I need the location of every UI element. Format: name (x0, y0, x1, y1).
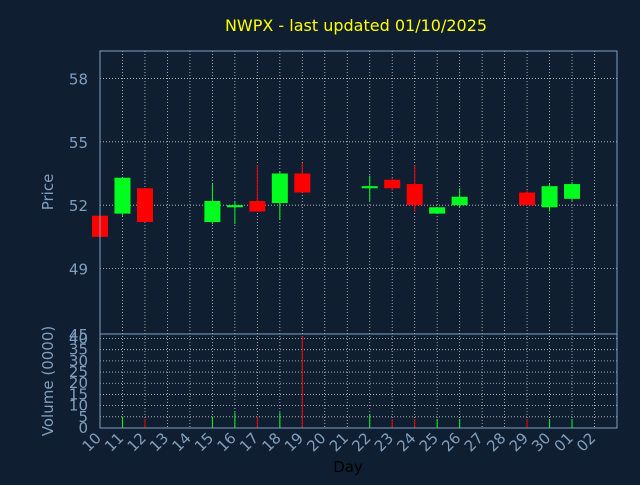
candle-body (384, 179, 401, 189)
candle-body (451, 196, 468, 206)
volume-axis-label: Volume (0000) (39, 326, 57, 436)
price-tick-label: 52 (69, 197, 88, 215)
candle-body (226, 205, 243, 208)
candle-body (271, 173, 288, 204)
volume-tick-label: 35 (69, 341, 88, 359)
candle-body (136, 188, 153, 223)
price-axis-label: Price (39, 174, 57, 211)
volume-tick-label: 40 (69, 329, 88, 347)
price-tick-label: 58 (69, 70, 88, 88)
volume-tick-label: 15 (69, 385, 88, 403)
volume-tick-label: 10 (69, 397, 88, 415)
price-tick-label: 45 (69, 326, 88, 344)
volume-panel-frame (99, 333, 618, 429)
candle-body (294, 173, 311, 193)
candle-body (519, 192, 536, 206)
candle-body (204, 200, 221, 223)
candle-body (406, 184, 423, 206)
candle-body (429, 207, 446, 214)
candle-body (541, 186, 558, 208)
volume-tick-label: 20 (69, 374, 88, 392)
x-axis-label: Day (333, 458, 363, 476)
volume-tick-label: 0 (78, 419, 88, 437)
tick-labels-layer: 5855524945051015202530354010111213141516… (69, 70, 599, 455)
chart-title: NWPX - last updated 01/10/2025 (225, 16, 487, 35)
candle-body (564, 184, 581, 199)
candle-body (114, 177, 131, 214)
volume-tick-label: 5 (78, 408, 88, 426)
volume-tick-label: 25 (69, 363, 88, 381)
price-tick-label: 55 (69, 134, 88, 152)
price-panel-frame (99, 50, 618, 335)
marks-layer (92, 162, 581, 428)
x-tick-label: 02 (573, 429, 599, 455)
frame-layer (99, 50, 618, 429)
candle-body (249, 200, 266, 212)
volume-tick-label: 30 (69, 352, 88, 370)
price-tick-label: 49 (69, 261, 88, 279)
candle-body (361, 186, 378, 189)
grid-layer (100, 51, 617, 428)
